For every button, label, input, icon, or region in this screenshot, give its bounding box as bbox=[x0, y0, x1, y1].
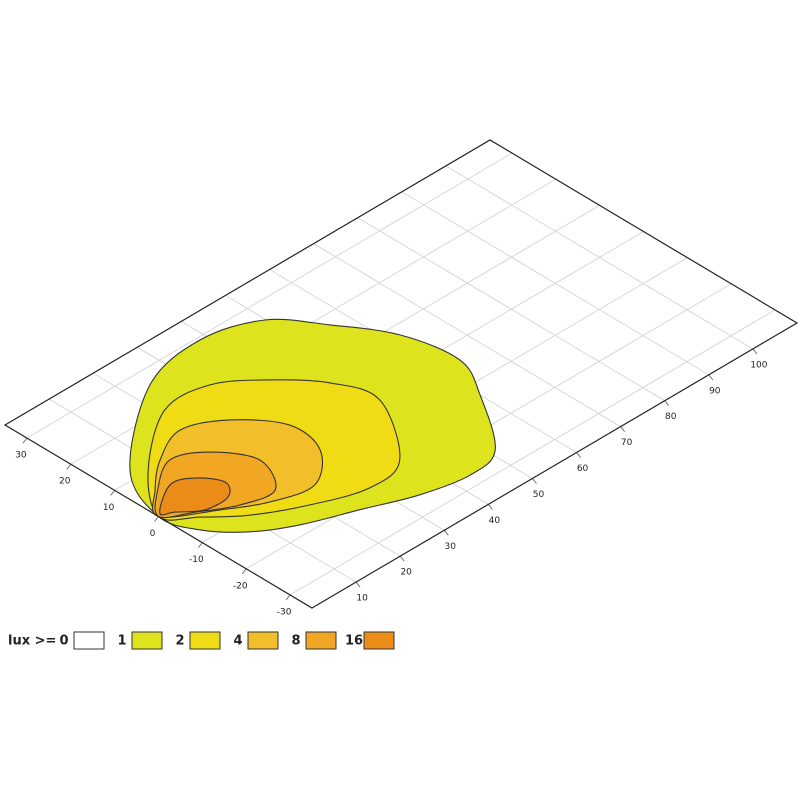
x-tick-label: 60 bbox=[577, 464, 589, 474]
tick-mark bbox=[708, 374, 714, 381]
plane-border bbox=[3, 139, 799, 609]
x-tick-label: 30 bbox=[445, 542, 457, 552]
legend-title: lux >= bbox=[8, 634, 56, 649]
y-tick-label: 10 bbox=[103, 503, 115, 513]
legend-label: 2 bbox=[175, 634, 184, 649]
tick-mark bbox=[664, 400, 670, 406]
tick-mark bbox=[285, 594, 291, 601]
x-tick-label: 40 bbox=[489, 516, 501, 526]
legend-label: 16 bbox=[345, 634, 363, 649]
legend-swatch bbox=[305, 631, 337, 650]
tick-mark bbox=[198, 542, 203, 548]
legend-label: 8 bbox=[291, 634, 300, 649]
legend-swatch bbox=[189, 631, 221, 650]
tick-mark bbox=[154, 516, 159, 522]
y-tick-label: 0 bbox=[150, 529, 156, 539]
legend-label: 0 bbox=[59, 634, 68, 649]
tick-mark bbox=[620, 426, 625, 432]
y-tick-label: 30 bbox=[15, 451, 27, 461]
x-tick-label: 10 bbox=[356, 594, 368, 604]
tick-mark bbox=[576, 452, 581, 458]
y-tick-label: -10 bbox=[189, 555, 204, 565]
legend-swatch bbox=[363, 631, 395, 650]
x-tick-label: 90 bbox=[709, 386, 721, 396]
legend-swatch bbox=[247, 631, 279, 650]
x-tick-label: 70 bbox=[621, 438, 633, 448]
tick-mark bbox=[532, 478, 537, 484]
legend-swatch bbox=[73, 631, 105, 650]
tick-mark bbox=[355, 581, 361, 588]
grid-line bbox=[26, 152, 513, 439]
x-tick-label: 50 bbox=[533, 490, 545, 500]
tick-mark bbox=[22, 437, 28, 444]
tick-mark bbox=[443, 530, 449, 536]
legend-label: 1 bbox=[117, 634, 126, 649]
y-tick-label: -30 bbox=[277, 607, 292, 617]
contour-area bbox=[159, 477, 231, 516]
x-tick-label: 100 bbox=[750, 360, 767, 370]
tick-mark bbox=[241, 568, 247, 575]
tick-mark bbox=[66, 463, 72, 470]
tick-mark bbox=[752, 348, 758, 355]
legend-swatch bbox=[131, 631, 163, 650]
tick-mark bbox=[399, 555, 405, 562]
x-tick-label: 20 bbox=[400, 568, 412, 578]
legend-label: 4 bbox=[233, 634, 242, 649]
y-tick-label: 20 bbox=[59, 477, 71, 487]
x-tick-label: 80 bbox=[665, 412, 677, 422]
y-tick-label: -20 bbox=[233, 581, 248, 591]
grid-line bbox=[289, 309, 776, 596]
tick-mark bbox=[110, 490, 115, 496]
tick-mark bbox=[488, 504, 493, 510]
